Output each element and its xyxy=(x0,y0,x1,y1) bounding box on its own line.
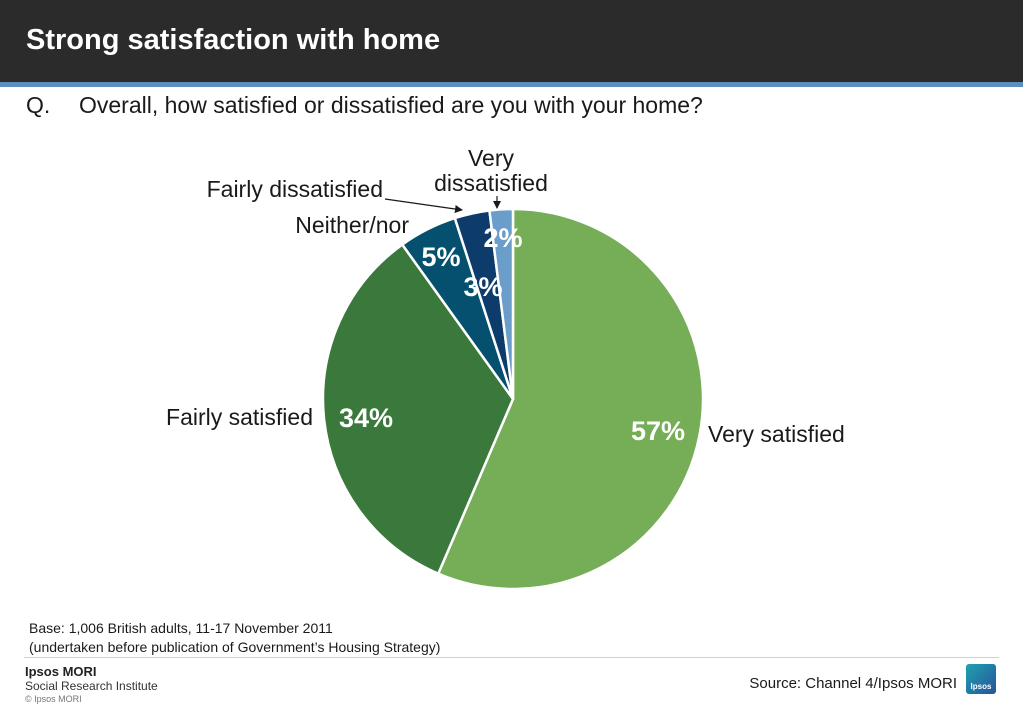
page-title: Strong satisfaction with home xyxy=(26,24,441,56)
category-label-very-dissatisfied-line1: Very xyxy=(468,145,515,171)
percent-label-fairly-dissatisfied: 3% xyxy=(463,272,502,302)
percent-label-neither-nor: 5% xyxy=(421,242,460,272)
source-credit: Source: Channel 4/Ipsos MORI xyxy=(749,675,957,692)
header-divider xyxy=(0,82,1023,87)
category-label-fairly-dissatisfied: Fairly dissatisfied xyxy=(207,176,383,202)
footer-divider xyxy=(24,657,999,658)
ipsos-logo-text: Ipsos xyxy=(970,682,992,691)
category-label-neither-nor: Neither/nor xyxy=(295,212,409,238)
percent-label-very-dissatisfied: 2% xyxy=(483,223,522,253)
question-prefix: Q. xyxy=(26,92,51,118)
question-text: Overall, how satisfied or dissatisfied a… xyxy=(79,92,703,118)
footnote-note: (undertaken before publication of Govern… xyxy=(29,639,441,655)
slice-very-satisfied xyxy=(436,207,705,591)
header-bar: Strong satisfaction with home xyxy=(0,0,1023,82)
slice-fairly-satisfied xyxy=(321,242,515,576)
logo-name: Ipsos MORI xyxy=(25,664,97,679)
category-label-very-dissatisfied-line2: dissatisfied xyxy=(434,170,548,196)
ipsos-logo-icon: Ipsos xyxy=(966,664,996,694)
logo-subtitle: Social Research Institute xyxy=(25,679,158,693)
slice-very-dissatisfied xyxy=(488,207,515,400)
leader-line-fairly-dissatisfied xyxy=(384,198,463,213)
percent-label-fairly-satisfied: 34% xyxy=(339,403,393,433)
copyright: © Ipsos MORI xyxy=(25,694,82,704)
percent-label-very-satisfied: 57% xyxy=(631,416,685,446)
category-label-fairly-satisfied: Fairly satisfied xyxy=(166,404,313,430)
footnote-base: Base: 1,006 British adults, 11-17 Novemb… xyxy=(29,620,333,636)
category-label-very-satisfied: Very satisfied xyxy=(708,421,845,447)
